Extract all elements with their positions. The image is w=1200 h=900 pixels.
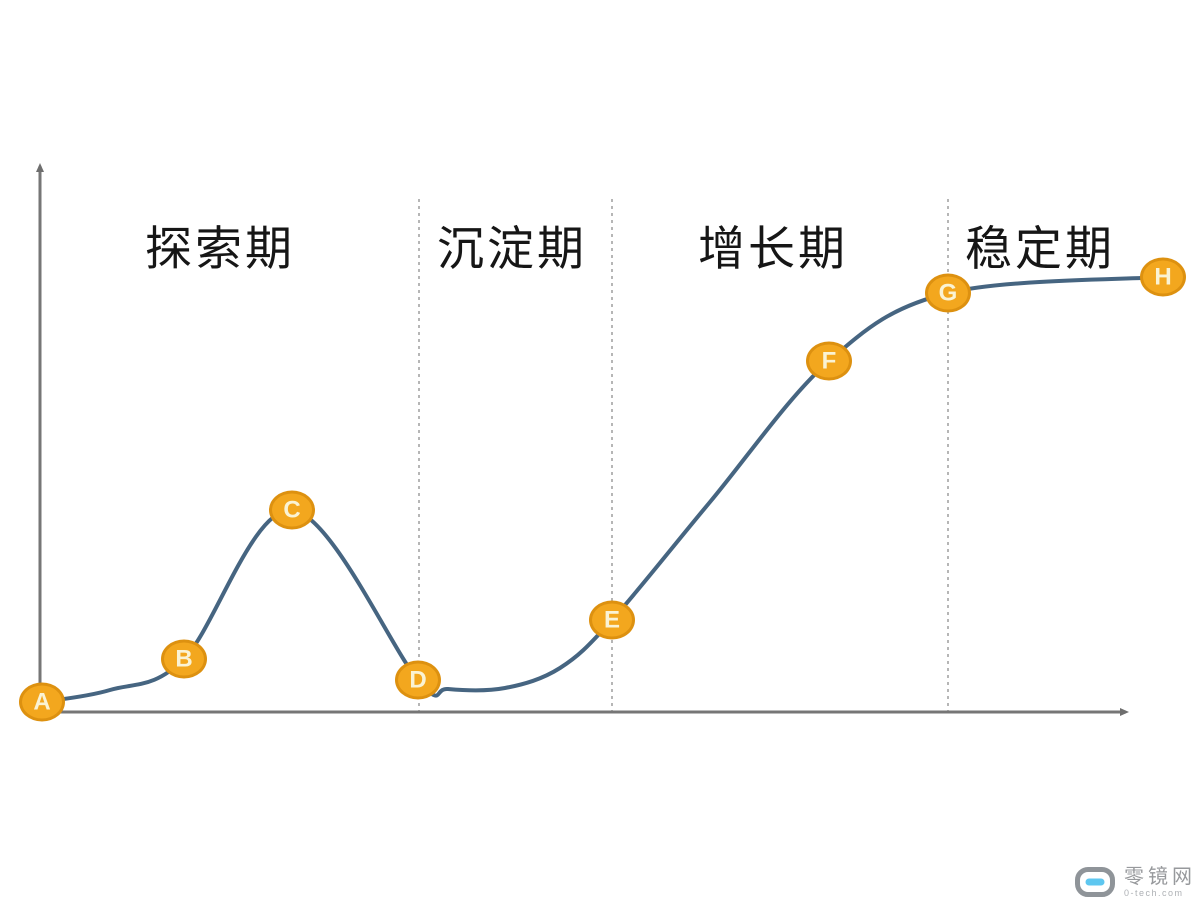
milestone-point-D: D (395, 660, 441, 700)
phase-label: 稳定期 (965, 222, 1115, 275)
phase-label: 增长期 (698, 222, 848, 275)
milestone-point-A: A (19, 682, 65, 722)
watermark: 零镜网 0-tech.com (1075, 866, 1196, 898)
milestone-point-B: B (161, 639, 207, 679)
phase-label: 沉淀期 (437, 222, 587, 275)
milestone-point-E: E (589, 600, 635, 640)
growth-curve (40, 275, 1165, 704)
milestone-point-C: C (269, 490, 315, 530)
logo-blue-bar (1085, 878, 1105, 886)
lingjing-logo-icon (1075, 867, 1115, 897)
watermark-text: 零镜网 0-tech.com (1124, 866, 1196, 898)
watermark-brand: 零镜网 (1124, 866, 1196, 888)
phase-label: 探索期 (145, 222, 295, 275)
milestone-point-H: H (1140, 257, 1186, 297)
milestone-point-F: F (806, 341, 852, 381)
watermark-domain: 0-tech.com (1124, 888, 1184, 898)
milestone-point-G: G (925, 273, 971, 313)
axes (36, 163, 1129, 716)
